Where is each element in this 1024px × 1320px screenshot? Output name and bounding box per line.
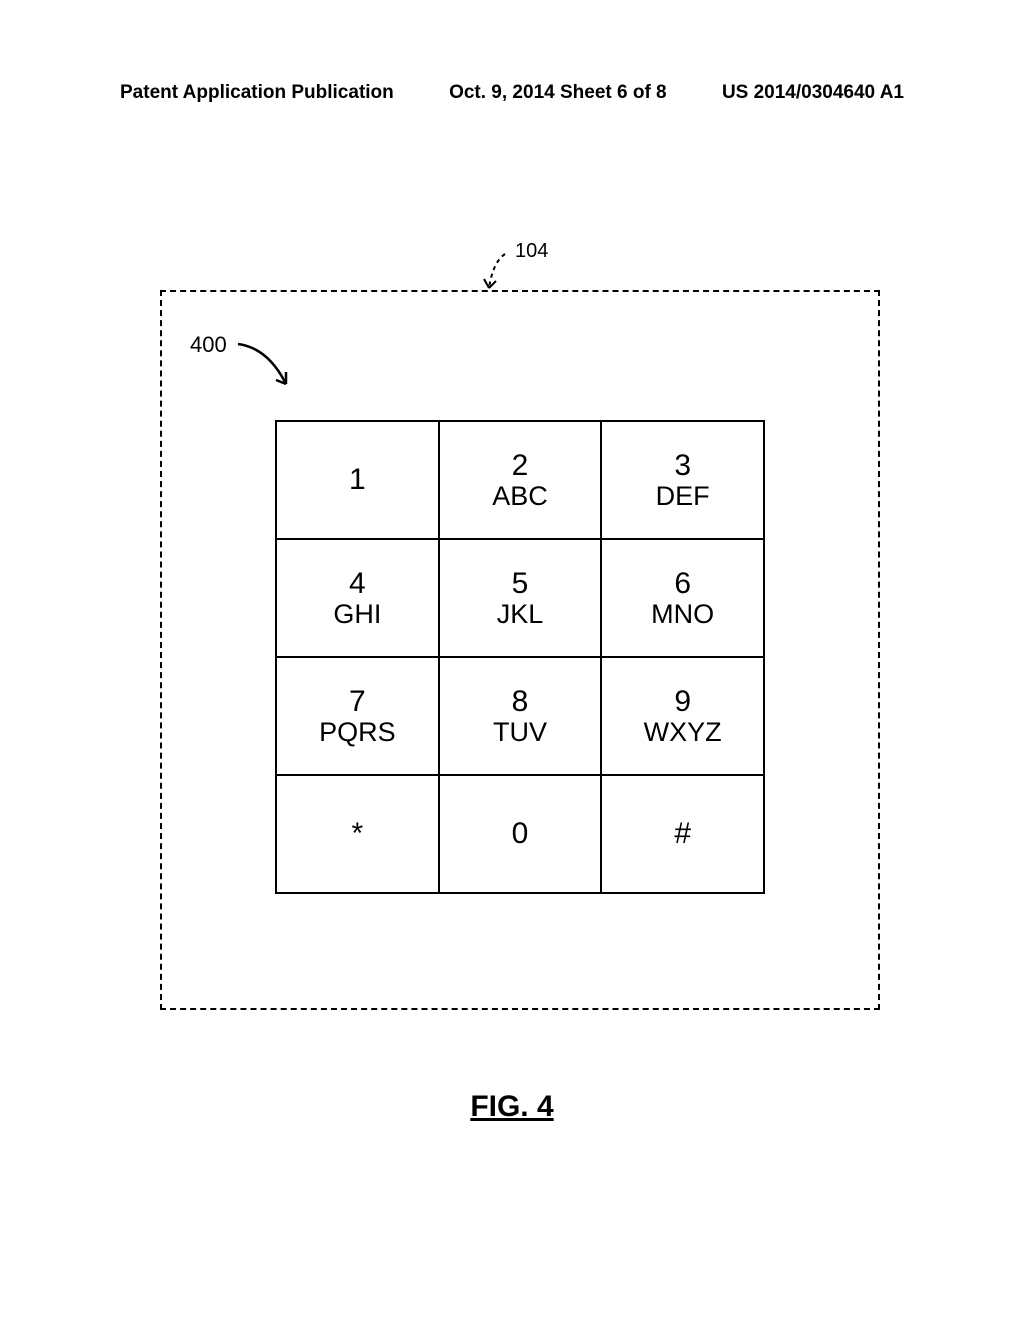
key-digit: * bbox=[277, 818, 438, 850]
header-center: Oct. 9, 2014 Sheet 6 of 8 bbox=[449, 82, 667, 104]
key-digit: 6 bbox=[602, 568, 763, 600]
keypad: 1 2ABC 3DEF 4GHI 5JKL 6MNO 7PQRS 8TUV 9W… bbox=[275, 420, 765, 894]
key-7[interactable]: 7PQRS bbox=[276, 657, 439, 775]
key-letters: WXYZ bbox=[602, 718, 763, 746]
key-digit: 7 bbox=[277, 686, 438, 718]
leader-line-icon bbox=[234, 338, 304, 394]
key-letters: MNO bbox=[602, 600, 763, 628]
key-digit: 9 bbox=[602, 686, 763, 718]
key-digit: 3 bbox=[602, 450, 763, 482]
keypad-row: 4GHI 5JKL 6MNO bbox=[276, 539, 764, 657]
keypad-row: 1 2ABC 3DEF bbox=[276, 421, 764, 539]
header-right: US 2014/0304640 A1 bbox=[722, 82, 904, 104]
keypad-row: * 0 # bbox=[276, 775, 764, 893]
key-letters: TUV bbox=[440, 718, 601, 746]
figure-4: 104 400 1 2ABC 3DEF 4GHI 5JKL 6MNO 7PQRS… bbox=[120, 240, 904, 1060]
key-digit: 4 bbox=[277, 568, 438, 600]
key-4[interactable]: 4GHI bbox=[276, 539, 439, 657]
key-digit: 0 bbox=[440, 818, 601, 850]
key-letters: ABC bbox=[440, 482, 601, 510]
key-6[interactable]: 6MNO bbox=[601, 539, 764, 657]
key-1[interactable]: 1 bbox=[276, 421, 439, 539]
page-header: Patent Application Publication Oct. 9, 2… bbox=[0, 82, 1024, 104]
key-letters: JKL bbox=[440, 600, 601, 628]
key-letters: DEF bbox=[602, 482, 763, 510]
key-digit: 5 bbox=[440, 568, 601, 600]
callout-104: 104 bbox=[475, 240, 555, 295]
callout-400-label: 400 bbox=[190, 332, 227, 358]
figure-caption: FIG. 4 bbox=[0, 1090, 1024, 1124]
key-digit: 1 bbox=[277, 464, 438, 496]
callout-400: 400 bbox=[190, 332, 310, 392]
key-letters: PQRS bbox=[277, 718, 438, 746]
key-9[interactable]: 9WXYZ bbox=[601, 657, 764, 775]
key-digit: 2 bbox=[440, 450, 601, 482]
callout-104-label: 104 bbox=[515, 240, 548, 263]
key-2[interactable]: 2ABC bbox=[439, 421, 602, 539]
key-hash[interactable]: # bbox=[601, 775, 764, 893]
key-8[interactable]: 8TUV bbox=[439, 657, 602, 775]
key-digit: # bbox=[602, 818, 763, 850]
key-3[interactable]: 3DEF bbox=[601, 421, 764, 539]
leader-line-icon bbox=[475, 248, 515, 296]
key-star[interactable]: * bbox=[276, 775, 439, 893]
key-5[interactable]: 5JKL bbox=[439, 539, 602, 657]
header-left: Patent Application Publication bbox=[120, 82, 394, 104]
key-0[interactable]: 0 bbox=[439, 775, 602, 893]
keypad-row: 7PQRS 8TUV 9WXYZ bbox=[276, 657, 764, 775]
key-letters: GHI bbox=[277, 600, 438, 628]
key-digit: 8 bbox=[440, 686, 601, 718]
